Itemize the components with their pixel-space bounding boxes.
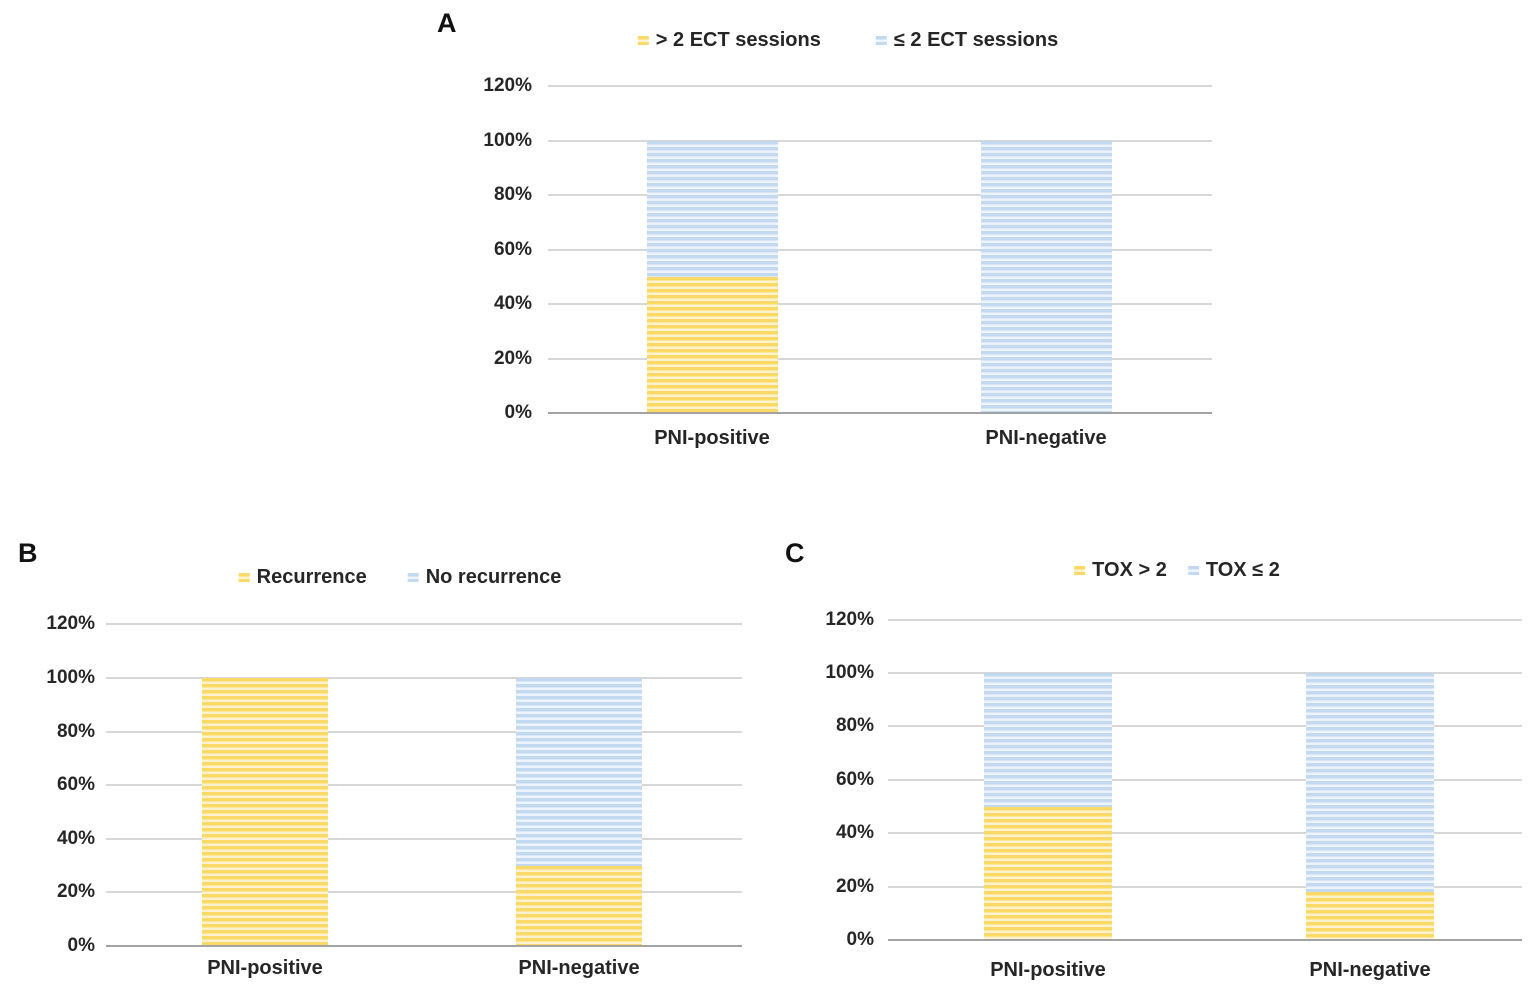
gridline: [888, 672, 1522, 674]
bar-segment-yellow: [202, 678, 328, 946]
category-label: PNI-positive: [207, 957, 323, 979]
category-label: PNI-negative: [1309, 959, 1431, 981]
y-tick-label: 120%: [483, 75, 532, 96]
category-label: PNI-positive: [990, 959, 1106, 981]
category-label: PNI-negative: [985, 427, 1107, 449]
legend-swatch-yellow-icon: [238, 572, 250, 582]
legend-item: > 2 ECT sessions: [637, 28, 821, 52]
bar-segment-blue: [980, 140, 1112, 413]
gridline: [106, 677, 742, 679]
gridline: [548, 139, 1212, 142]
y-tick-label: 40%: [493, 293, 532, 314]
y-tick-label: 100%: [483, 129, 532, 151]
y-tick-label: 80%: [835, 715, 874, 737]
bar-segment-yellow: [1306, 891, 1434, 940]
gridline: [888, 725, 1522, 728]
panel-letter-b: B: [18, 538, 38, 568]
y-tick-label: 80%: [56, 720, 95, 742]
bar-segment-blue: [516, 678, 642, 866]
legend-item: TOX > 2: [1074, 559, 1167, 582]
bar-segment-blue: [1306, 673, 1434, 892]
x-axis-line: [548, 412, 1212, 414]
x-axis-line: [888, 939, 1522, 941]
legend: > 2 ECT sessions ≤ 2 ECT sessions: [637, 28, 1059, 52]
bar-segment-blue: [984, 673, 1112, 807]
panel-letter-a: A: [437, 8, 457, 38]
legend: Recurrence No recurrence: [238, 565, 562, 589]
y-tick-label: 60%: [835, 768, 874, 790]
y-tick-label: 120%: [46, 613, 95, 635]
bar-segment-yellow: [516, 865, 642, 946]
legend-label: TOX > 2: [1092, 558, 1167, 581]
category-label: PNI-positive: [654, 427, 770, 449]
legend-item: No recurrence: [407, 565, 562, 589]
x-axis-line: [106, 945, 742, 947]
legend-label: No recurrence: [425, 565, 562, 588]
y-tick-label: 40%: [56, 827, 95, 849]
gridline: [888, 618, 1522, 621]
legend-item: TOX ≤ 2: [1187, 558, 1280, 582]
y-tick-label: 20%: [835, 875, 874, 897]
y-tick-label: 100%: [825, 662, 874, 683]
gridline: [106, 837, 742, 840]
y-tick-label: 120%: [825, 608, 874, 630]
legend-item: ≤ 2 ECT sessions: [875, 28, 1059, 52]
gridline: [548, 85, 1212, 87]
gridline: [888, 832, 1522, 835]
y-tick-label: 80%: [493, 184, 532, 205]
bar-segment-yellow: [984, 806, 1112, 940]
legend-label: Recurrence: [256, 565, 367, 588]
y-tick-label: 40%: [835, 822, 874, 844]
y-tick-label: 60%: [493, 238, 532, 260]
gridline: [548, 248, 1212, 251]
legend-label: TOX ≤ 2: [1205, 558, 1280, 581]
y-tick-label: 100%: [46, 667, 95, 688]
legend: TOX > 2 TOX ≤ 2: [1074, 558, 1280, 582]
legend-swatch-yellow-icon: [1074, 565, 1086, 575]
category-label: PNI-negative: [518, 957, 640, 979]
legend-swatch-blue-icon: [1187, 565, 1199, 575]
gridline: [106, 784, 742, 787]
legend-item: Recurrence: [238, 565, 367, 589]
y-tick-label: 20%: [493, 347, 532, 369]
y-tick-label: 0%: [67, 935, 95, 956]
bar-segment-blue: [646, 140, 778, 277]
bar-segment-yellow: [646, 276, 778, 414]
legend-swatch-yellow-icon: [637, 35, 649, 45]
y-tick-label: 20%: [56, 881, 95, 903]
gridline: [106, 730, 742, 733]
gridline: [888, 885, 1522, 888]
gridline: [548, 194, 1212, 196]
legend-swatch-blue-icon: [407, 572, 419, 582]
panel-letter-c: C: [785, 538, 805, 568]
gridline: [888, 778, 1522, 781]
y-tick-label: 0%: [846, 929, 874, 950]
legend-label: ≤ 2 ECT sessions: [893, 28, 1059, 51]
gridline: [106, 623, 742, 626]
y-tick-label: 0%: [504, 402, 532, 423]
gridline: [548, 303, 1212, 305]
legend-label: > 2 ECT sessions: [655, 28, 821, 51]
gridline: [106, 891, 742, 894]
y-tick-label: 60%: [56, 774, 95, 796]
gridline: [548, 357, 1212, 360]
legend-swatch-blue-icon: [875, 35, 887, 45]
